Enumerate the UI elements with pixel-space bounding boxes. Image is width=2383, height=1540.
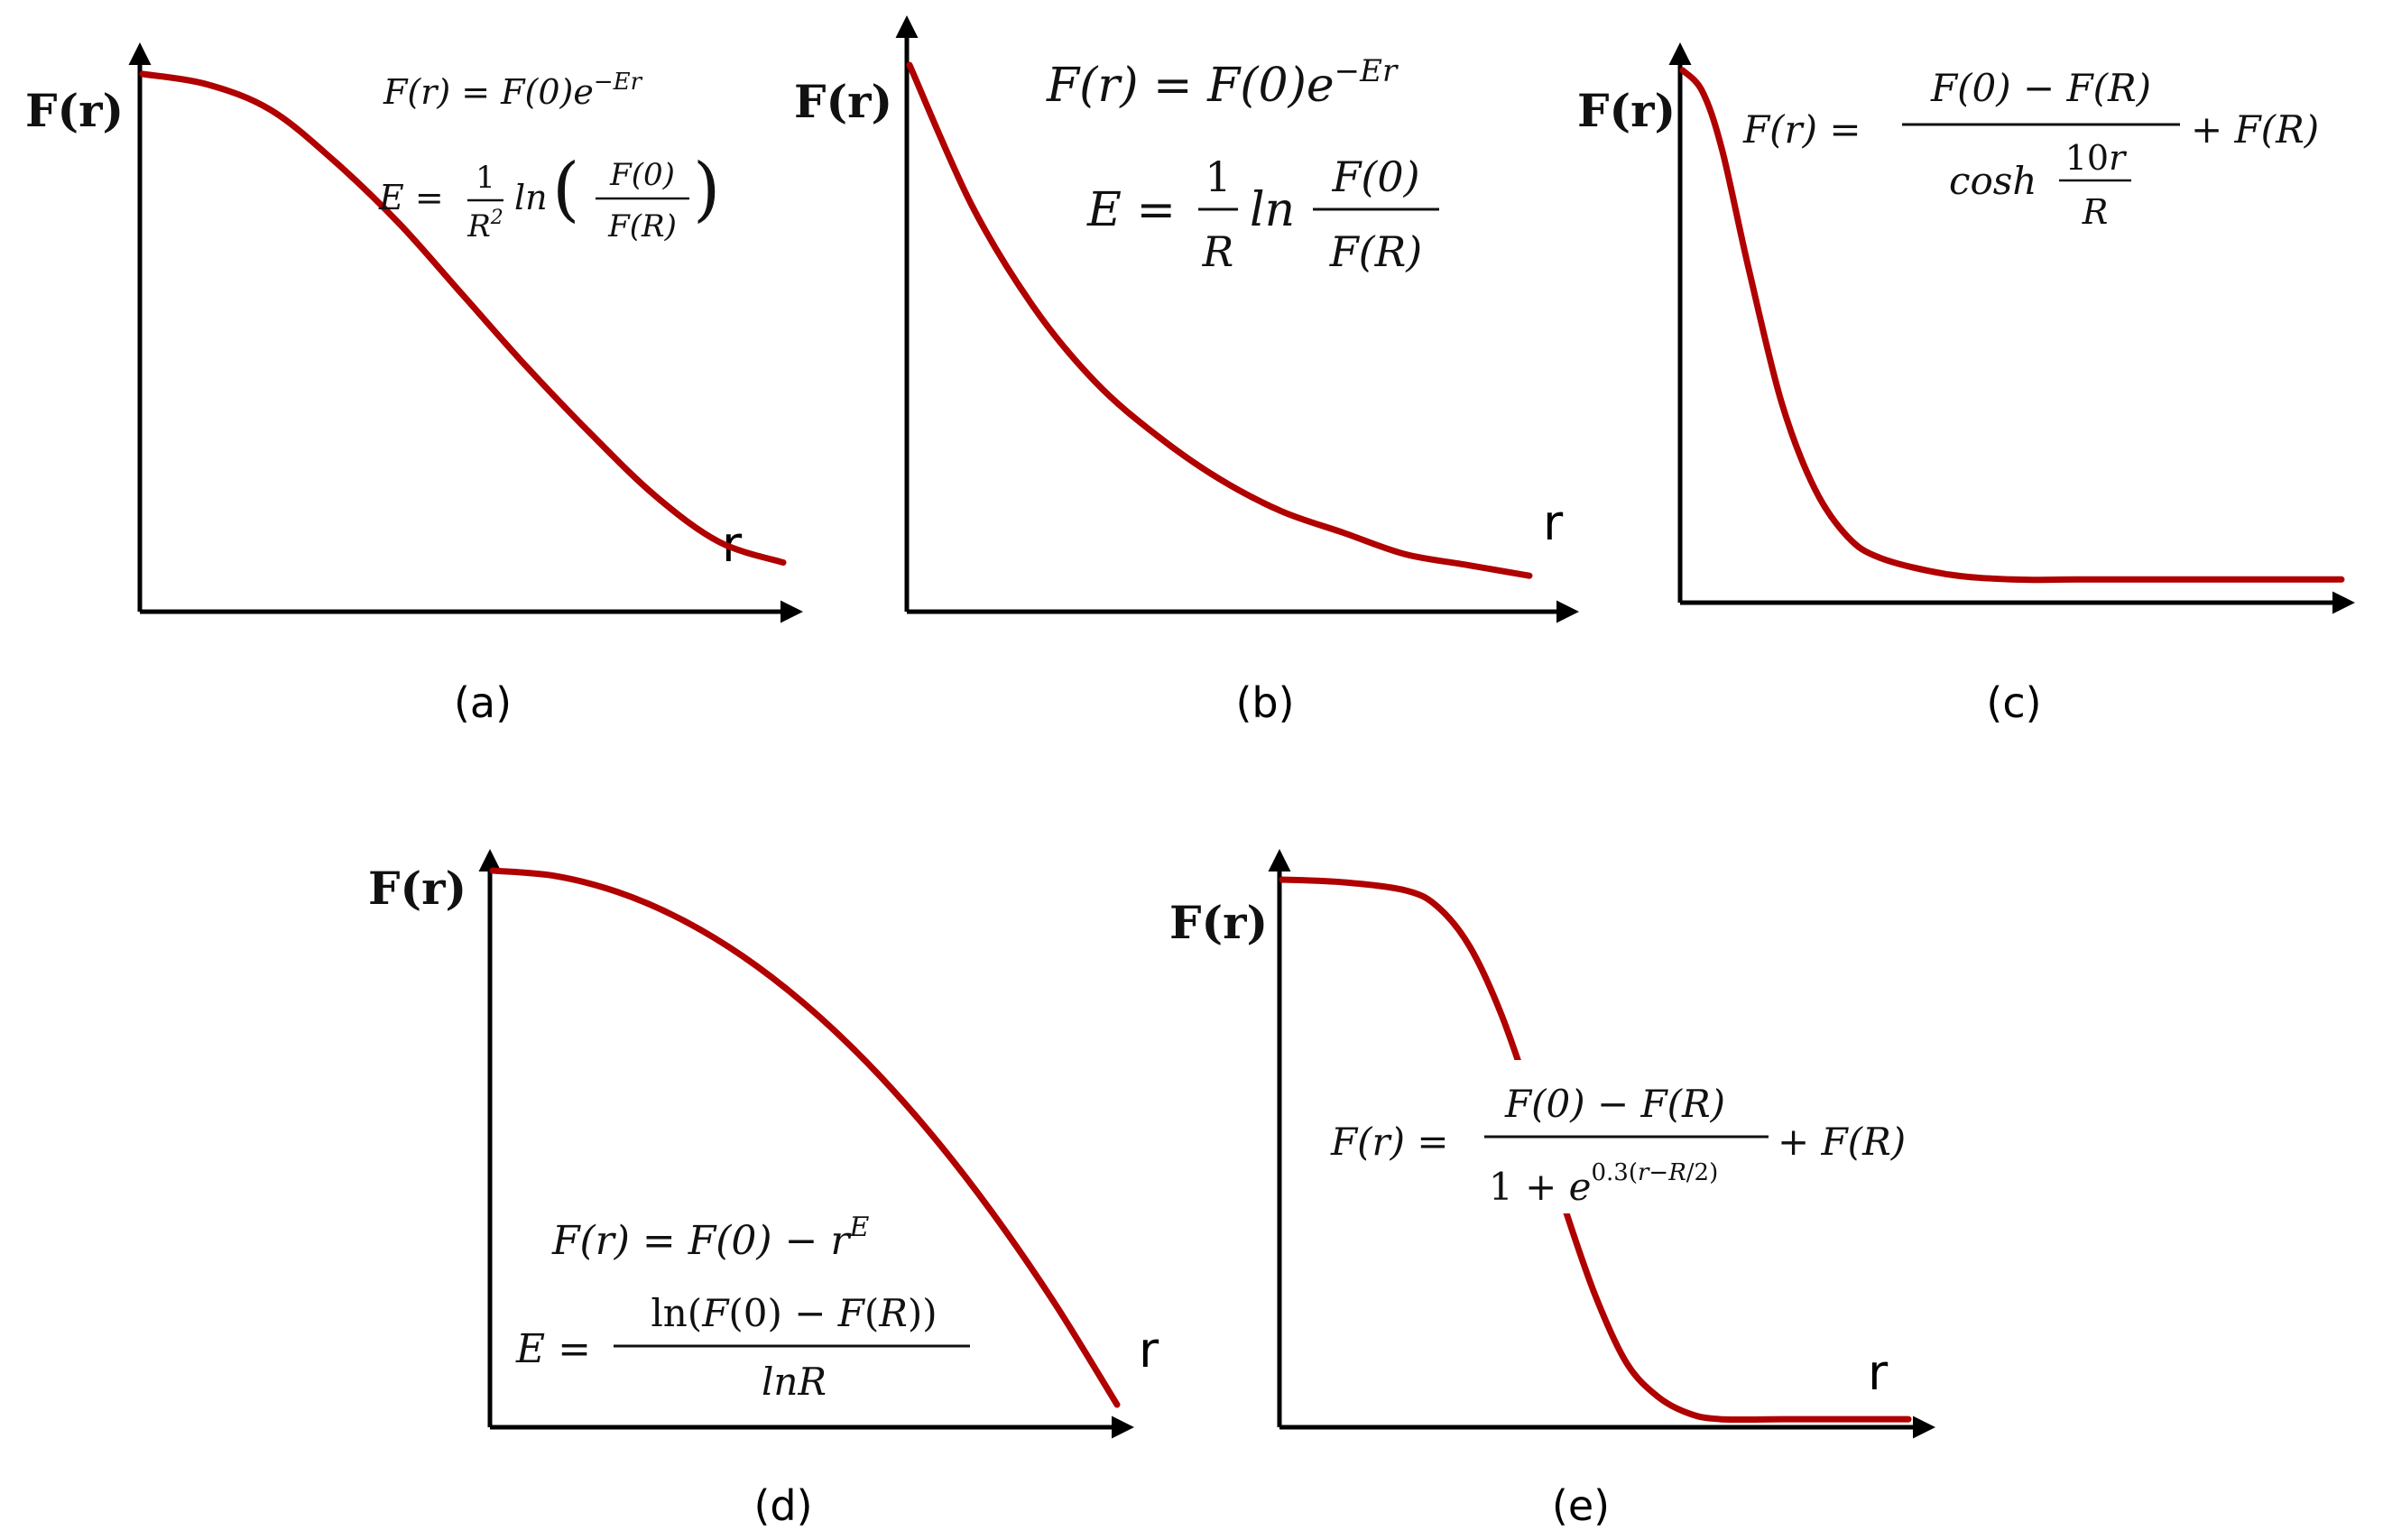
- panel-d-equation-1: F(r) = F(0) − rE: [551, 1212, 869, 1264]
- svg-text:F(r) =: F(r) =: [1330, 1120, 1449, 1164]
- svg-text:F(0) − F(R): F(0) − F(R): [1504, 1082, 1725, 1126]
- panel-a-y-label: F(r): [25, 84, 124, 137]
- panel-e-x-label: r: [1868, 1344, 1889, 1401]
- svg-text:cosh: cosh: [1949, 159, 2037, 203]
- svg-text:(: (: [552, 149, 579, 230]
- panel-a-curve: [139, 70, 787, 566]
- svg-text:E =: E =: [1086, 183, 1176, 237]
- panel-e-curve: [1279, 876, 1912, 1424]
- panel-c-caption: (c): [1986, 678, 2041, 727]
- svg-text:+ F(R): + F(R): [2191, 107, 2319, 152]
- panel-a-caption: (a): [454, 678, 512, 727]
- panel-d: F(r) r (d) F(r) = F(0) − rE E = ln(F(0) …: [368, 849, 1159, 1530]
- panel-e-equation-1: F(r) = F(0) − F(R) 1 + e0.3(r−R/2) + F(R…: [1326, 1060, 1940, 1213]
- panel-d-equation-2: E = ln(F(0) − F(R)) lnR: [515, 1291, 970, 1404]
- panel-a-equation-2: E = 1 R2 ln ( F(0) F(R) ): [378, 149, 720, 244]
- svg-text:ln: ln: [1250, 183, 1295, 237]
- panel-a-equation-1: F(r) = F(0)e−Er: [383, 69, 643, 112]
- svg-text:F(R): F(R): [607, 208, 677, 244]
- panel-d-caption: (d): [753, 1481, 812, 1530]
- svg-text:R: R: [2082, 192, 2109, 232]
- svg-text:F(r) = F(0) − rE: F(r) = F(0) − rE: [551, 1212, 869, 1264]
- svg-text:ln: ln: [514, 178, 548, 217]
- panel-b-x-label: r: [1543, 494, 1564, 551]
- panel-d-y-label: F(r): [368, 862, 466, 915]
- svg-text:R: R: [1202, 227, 1234, 276]
- panel-b-y-label: F(r): [794, 75, 892, 128]
- panel-b: F(r) r (b) F(r) = F(0)e−Er E = 1 R ln F(…: [794, 15, 1579, 727]
- svg-text:R2: R2: [466, 207, 503, 244]
- panel-b-caption: (b): [1235, 678, 1294, 727]
- panel-e-caption: (e): [1552, 1481, 1610, 1530]
- svg-text:F(r) = F(0)e−Er: F(r) = F(0)e−Er: [1046, 53, 1399, 113]
- panel-a: F(r) r (a) F(r) = F(0)e−Er E = 1 R2 ln (…: [25, 42, 803, 727]
- panel-e-y-label: F(r): [1169, 896, 1268, 949]
- panel-b-equation-1: F(r) = F(0)e−Er: [1046, 53, 1399, 113]
- svg-text:10r: 10r: [2065, 138, 2128, 178]
- panel-c-y-label: F(r): [1577, 84, 1676, 137]
- panel-b-equation-2: E = 1 R ln F(0) F(R): [1086, 152, 1439, 276]
- svg-text:ln(F(0) − F(R)): ln(F(0) − F(R)): [651, 1291, 937, 1335]
- svg-text:F(R): F(R): [1329, 227, 1422, 276]
- svg-text:+ F(R): + F(R): [1778, 1120, 1906, 1164]
- panel-e: F(r) r (e) F(r) = F(0) − F(R) 1 + e0.3(r…: [1169, 849, 1940, 1530]
- panel-b-curve: [906, 61, 1533, 579]
- panel-c-equation-1: F(r) = F(0) − F(R) cosh 10r R + F(R): [1742, 66, 2319, 232]
- svg-text:F(0) − F(R): F(0) − F(R): [1930, 66, 2151, 110]
- svg-text:1: 1: [1205, 152, 1231, 201]
- svg-text:1: 1: [476, 160, 495, 196]
- panel-c: F(r) (c) F(r) = F(0) − F(R) cosh 10r R +…: [1577, 42, 2355, 727]
- svg-text:E =: E =: [515, 1326, 591, 1372]
- svg-text:F(r) = F(0)e−Er: F(r) = F(0)e−Er: [383, 69, 643, 112]
- svg-text:F(0): F(0): [1331, 152, 1419, 201]
- svg-text:lnR: lnR: [762, 1360, 827, 1404]
- panel-d-x-label: r: [1139, 1322, 1159, 1379]
- svg-text:F(0): F(0): [609, 157, 675, 193]
- svg-text:): ): [693, 149, 720, 230]
- panel-d-curve: [489, 867, 1121, 1408]
- svg-text:F(r) =: F(r) =: [1742, 107, 1861, 152]
- panel-c-curve: [1679, 67, 2345, 584]
- svg-text:E =: E =: [378, 178, 444, 217]
